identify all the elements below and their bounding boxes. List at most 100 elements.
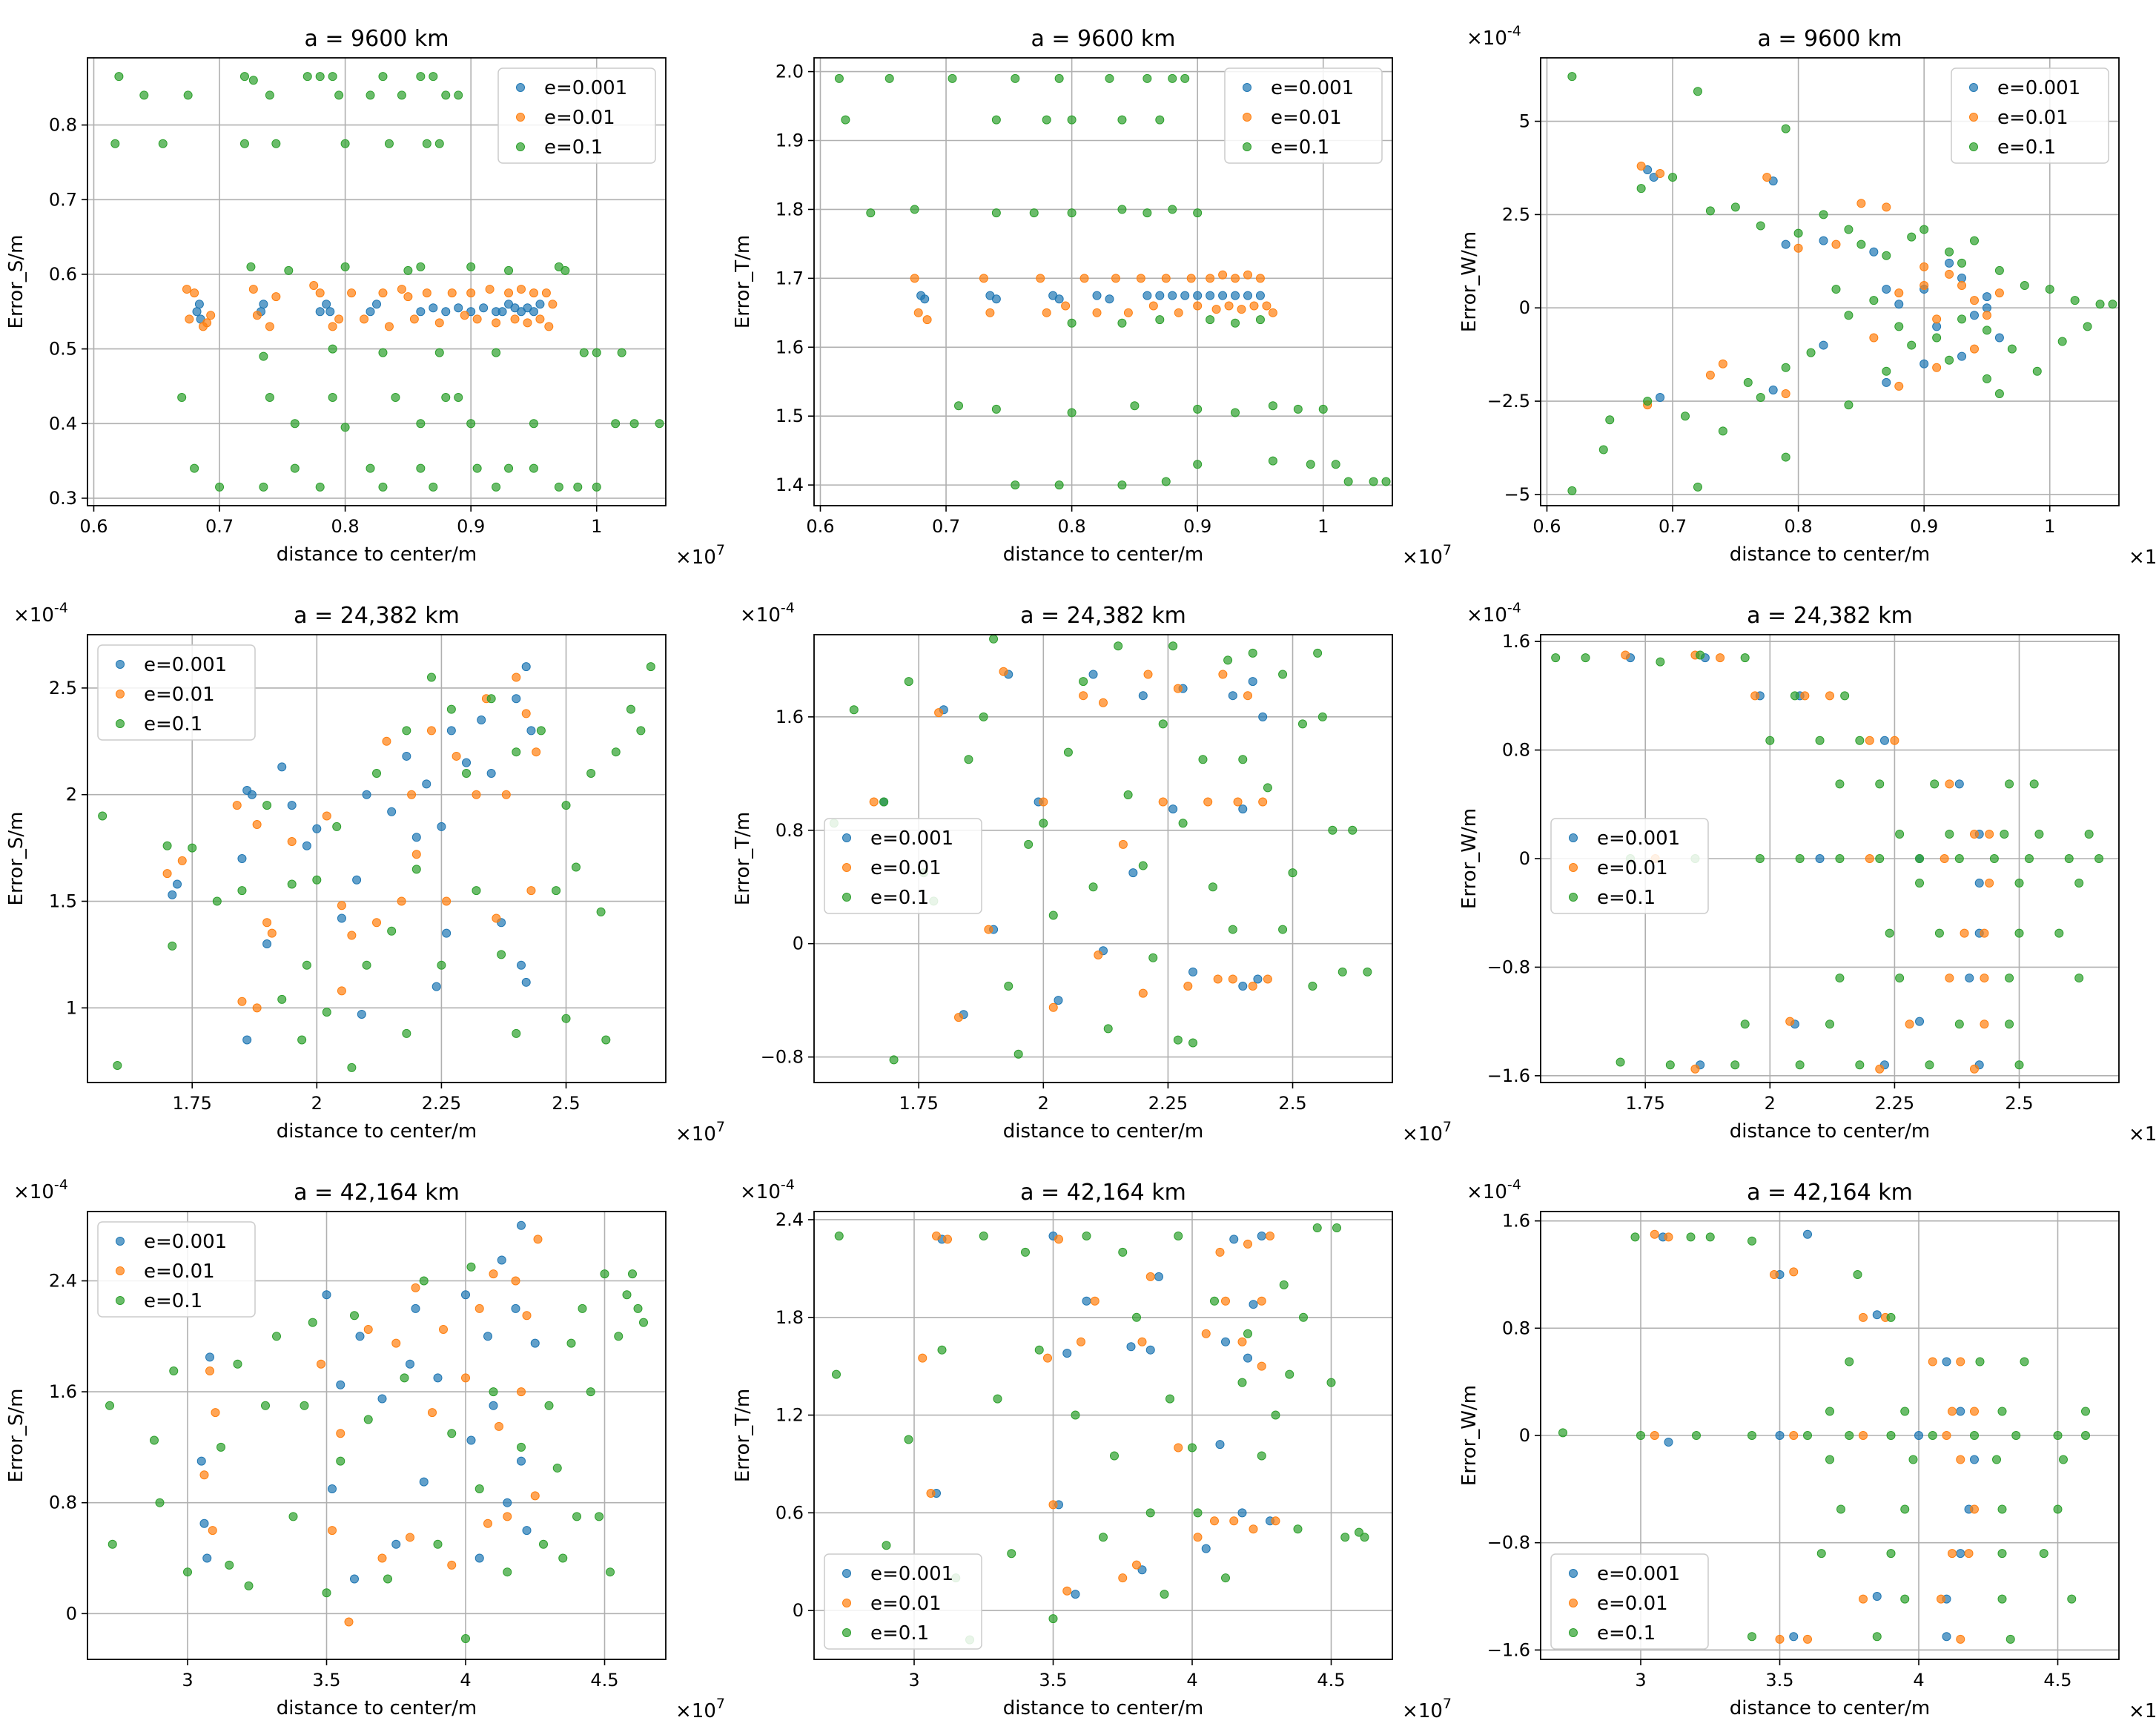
y-tick-label: −2.5 [1487,391,1530,412]
data-point [552,1463,562,1473]
data-point [1985,830,1994,839]
data-point [1090,1296,1100,1306]
legend-marker [516,113,525,122]
data-point [332,822,342,831]
data-point [302,841,311,850]
data-point [196,1456,206,1466]
data-point [139,90,149,100]
data-point [1932,333,1942,343]
data-point [1781,389,1790,398]
data-point [1636,161,1646,171]
y-tick-label: 1.6 [49,1381,77,1402]
data-point [1218,270,1228,280]
data-point [340,423,350,432]
data-point [617,348,626,357]
data-point [2032,366,2042,376]
data-point [904,677,913,687]
data-point [1231,318,1240,328]
data-point [1054,1235,1063,1244]
data-point [1210,1296,1219,1306]
legend-entry: e=0.001 [144,1231,227,1253]
data-point [1249,301,1259,311]
data-point [1945,269,1954,279]
legend-entry: e=0.1 [144,1290,202,1312]
data-point [592,348,601,357]
data-point [265,90,274,100]
data-point [1957,314,1967,324]
x-tick-label: 2.5 [1278,1093,1306,1114]
data-point [277,762,287,772]
x-axis-label: distance to center/m [1730,543,1931,566]
data-point [1255,291,1265,300]
data-point [1650,1229,1659,1239]
data-point [1656,657,1665,667]
data-point [1956,1549,1965,1559]
data-point [344,1617,354,1627]
legend-entry: e=0.001 [1997,77,2080,99]
data-point [168,941,177,951]
data-point [1886,1549,1896,1559]
data-point [340,139,350,148]
data-point [1043,1353,1052,1363]
data-point [2000,830,2009,839]
data-point [334,314,344,324]
legend-marker [516,142,525,151]
data-point [1021,1247,1030,1257]
data-point [1665,1060,1675,1070]
x-tick-label: 0.9 [457,516,485,537]
data-point [1803,1431,1812,1440]
y-axis-multiplier: ×10-4 [1466,23,1521,50]
data-point [442,896,452,906]
data-point [377,1394,387,1404]
data-point [1989,854,1999,863]
data-point [614,1332,624,1341]
data-point [472,314,482,324]
data-point [2108,300,2117,309]
data-point [1218,670,1228,679]
chart-panel-3: 0.6 0.7 0.8 0.9 1 −5 −2.5 0 2.5 5 a = 9600 km dista… [1458,23,2156,569]
data-point [1957,258,1967,268]
data-point [1831,239,1841,249]
data-point [1237,1508,1247,1518]
data-point [869,797,879,807]
data-point [1940,854,1949,863]
data-point [985,308,995,317]
data-point [1117,205,1127,214]
data-point [202,1553,212,1563]
data-point [1819,340,1828,350]
data-point [1681,412,1690,421]
y-axis-multiplier: ×10-4 [1466,600,1521,627]
legend: e=0.001 e=0.01 e=0.1 [824,818,982,914]
data-point [461,1633,470,1643]
data-point [511,1303,520,1313]
data-point [2095,300,2105,309]
data-point [1894,322,1904,331]
data-point [105,1401,114,1410]
data-point [1980,928,1989,938]
data-point [1945,247,1954,257]
data-point [573,482,583,492]
data-point [1803,1634,1812,1644]
data-point [1970,1407,1979,1416]
data-point [1210,1516,1219,1526]
data-point [1756,393,1765,403]
data-point [216,1442,225,1452]
data-point [1054,480,1064,490]
data-point [1231,274,1240,283]
data-point [1348,825,1358,835]
data-point [433,1373,443,1383]
data-point [1994,333,2004,343]
data-point [1148,953,1158,962]
data-point [383,1574,392,1584]
y-tick-label: 0 [1519,297,1530,318]
data-point [1928,1357,1937,1366]
data-point [452,751,461,761]
data-point [1223,655,1233,665]
data-point [1248,677,1257,687]
data-point [2005,1019,2014,1029]
data-point [378,72,388,82]
data-point [252,819,262,829]
data-point [1960,928,1969,938]
data-point [1328,825,1337,835]
